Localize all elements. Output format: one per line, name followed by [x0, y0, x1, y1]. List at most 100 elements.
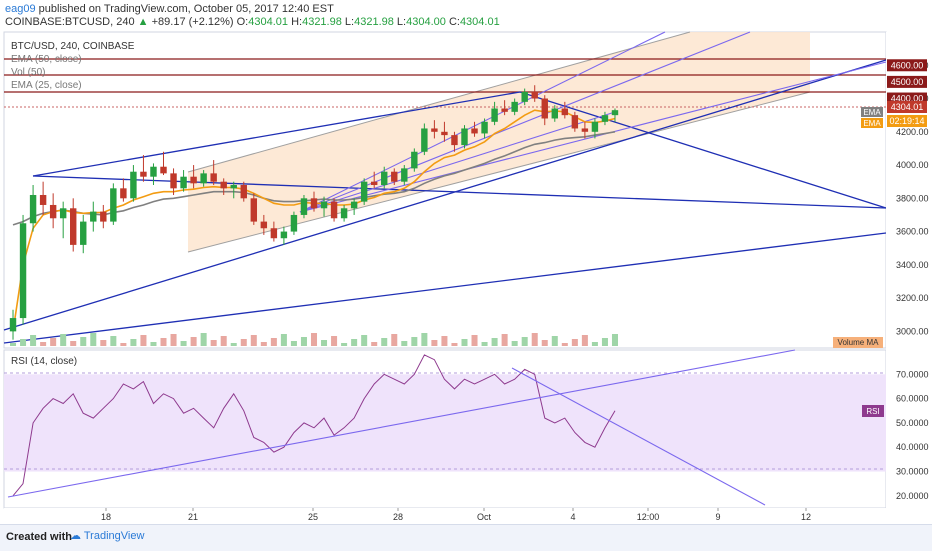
time-axis[interactable] — [4, 508, 932, 524]
candle-body — [471, 128, 478, 134]
candle-body — [541, 98, 548, 119]
tradingview-logo[interactable]: ☁ TradingView — [70, 530, 145, 542]
publish-text: published on TradingView.com, October 05… — [38, 3, 334, 15]
candle-body — [350, 201, 358, 209]
price-tick-label: 4000.00 — [896, 160, 929, 170]
fan-line-4[interactable] — [299, 111, 616, 213]
candle-body — [29, 194, 37, 224]
time-tick-label: 12:00 — [637, 512, 660, 522]
brand-text: TradingView — [83, 530, 145, 542]
candle-body — [210, 173, 217, 182]
legend-ema25[interactable]: EMA (25, close) — [11, 80, 82, 91]
volume-bar — [371, 342, 378, 346]
candle-body — [481, 121, 488, 134]
trendline-3[interactable] — [519, 91, 887, 209]
rsi-tag: RSI — [862, 405, 884, 417]
footer: Created with ☁ TradingView — [0, 524, 932, 551]
volume-bar — [591, 342, 598, 346]
candle-body — [521, 91, 528, 102]
candle-body — [49, 204, 57, 219]
rsi-tick-label: 50.0000 — [896, 418, 929, 428]
candle-body — [120, 188, 127, 199]
legend-vol[interactable]: Vol (50) — [11, 67, 45, 78]
time-tick-label: 12 — [801, 512, 811, 522]
volume-bar — [341, 343, 348, 346]
rsi-trendline-1[interactable] — [7, 349, 796, 498]
volume-bar — [10, 343, 17, 346]
candle-body — [591, 121, 599, 132]
volume-ma-bg — [833, 337, 883, 348]
candle-body — [310, 198, 318, 209]
volume-bar — [551, 336, 558, 346]
volume-bar — [260, 342, 267, 346]
countdown-text: 02:19:14 — [889, 116, 924, 126]
trendline-5[interactable] — [3, 232, 887, 344]
candle-body — [441, 131, 448, 136]
rsi-tick-label: 70.0000 — [896, 369, 929, 379]
low2-label: L: — [396, 16, 407, 28]
candle-body — [360, 181, 368, 202]
time-tick-label: 25 — [308, 512, 318, 522]
candle-body — [290, 214, 298, 232]
price-tick-label: 3600.00 — [896, 227, 929, 237]
volume-bar — [471, 335, 478, 346]
close-label: C: — [448, 16, 460, 28]
hline-tag-label: 4500.00 — [891, 77, 924, 87]
candle-body — [531, 91, 538, 99]
candle-body — [190, 176, 197, 184]
rsi-trendline-2[interactable] — [511, 367, 766, 506]
low2-value: 4304.00 — [406, 16, 446, 28]
open-value: 4304.01 — [248, 16, 289, 28]
volume-bar — [431, 340, 438, 346]
volume-bar — [190, 337, 197, 346]
rsi-tick-label: 60.0000 — [896, 394, 929, 404]
current-price-bg — [887, 101, 927, 113]
trendline-4[interactable] — [3, 59, 887, 331]
price-tick-label: 3200.00 — [896, 293, 929, 303]
legend-ema50[interactable]: EMA (50, close) — [11, 54, 82, 65]
volume-bar — [601, 338, 608, 346]
volume-bar — [571, 339, 578, 346]
volume-bar — [30, 335, 37, 346]
rsi-tick-label: 30.0000 — [896, 467, 929, 477]
volume-bar — [80, 337, 87, 346]
candle-body — [561, 108, 569, 116]
trendline-2[interactable] — [32, 91, 521, 177]
ema-tag-1: EMA — [863, 108, 881, 117]
hline-tag-label: 4400.00 — [891, 94, 924, 104]
volume-bar — [180, 341, 187, 346]
volume-bar — [120, 343, 127, 346]
price-tick-label: 3800.00 — [896, 193, 929, 203]
candles — [9, 85, 619, 340]
candle-body — [401, 168, 408, 182]
fan-line-3[interactable] — [299, 61, 887, 213]
volume-bar — [331, 336, 338, 346]
candle-body — [160, 166, 167, 174]
price-tick-label: 3000.00 — [896, 326, 929, 336]
author-link[interactable]: eag09 — [5, 3, 36, 15]
time-tick-label: 28 — [393, 512, 403, 522]
symbol-label: COINBASE:BTCUSD, 240 — [5, 16, 135, 28]
candle-body — [391, 171, 398, 182]
volume-bar — [461, 339, 468, 346]
volume-bar — [541, 340, 548, 346]
candle-body — [300, 198, 308, 215]
candle-body — [230, 185, 237, 189]
ema-tag-2: EMA — [863, 119, 881, 128]
volume-bar — [210, 340, 217, 346]
volume-bar — [511, 341, 518, 346]
change-value: +89.17 (+2.12%) — [151, 16, 234, 28]
candle-body — [280, 231, 288, 239]
candle-body — [250, 198, 258, 222]
candle-body — [411, 151, 418, 169]
volume-bar — [321, 340, 328, 346]
chart-area[interactable]: 4600.00 4400.00 4200.00 4000.00 3800.00 3600.… — [0, 0, 932, 524]
volume-ma-tag: Volume MA — [833, 337, 883, 348]
countdown-bg — [887, 115, 927, 127]
volume-bar — [130, 339, 137, 346]
current-price-text: 4304.01 — [891, 102, 924, 112]
candle-body — [381, 171, 388, 186]
volume-bars — [10, 333, 618, 346]
channel-fill — [188, 32, 810, 252]
candle-body — [80, 221, 87, 245]
